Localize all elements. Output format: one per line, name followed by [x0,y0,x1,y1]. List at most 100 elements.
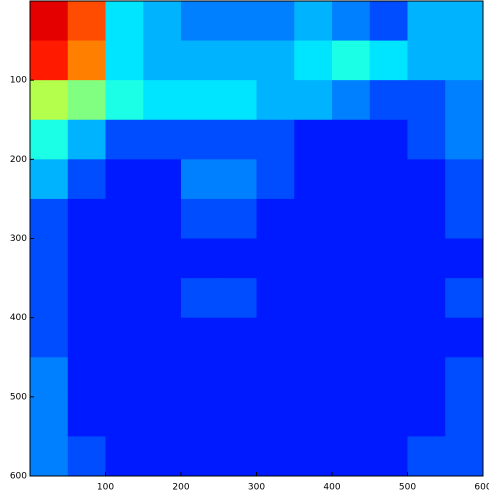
heatmap-cell [256,80,295,121]
heatmap-cell [294,238,333,279]
heatmap-cell [407,119,446,160]
heatmap-cell [407,238,446,279]
heatmap-cell [105,159,144,200]
heatmap-cell [256,40,295,81]
heatmap-cell [105,357,144,398]
heatmap-cell [67,1,106,42]
heatmap-cell [105,80,144,121]
heatmap-cell [67,159,106,200]
y-tick-label: 300 [10,234,27,244]
heatmap-cell [143,436,182,477]
heatmap-cell [105,278,144,319]
heatmap-cell [143,40,182,81]
heatmap-cell [445,1,484,42]
heatmap-cell [181,119,220,160]
heatmap-cell [67,198,106,239]
heatmap-cell [369,317,408,358]
heatmap-cell [181,357,220,398]
heatmap-cell [407,436,446,477]
heatmap-cell [407,278,446,319]
heatmap-cell [369,119,408,160]
heatmap-cell [181,396,220,437]
heatmap-cell [256,1,295,42]
y-tick-label: 400 [10,313,27,323]
heatmap-cell [30,119,69,160]
heatmap-cell [294,198,333,239]
heatmap-cell [294,40,333,81]
heatmap-cell [30,317,69,358]
y-tick-label: 200 [10,155,27,165]
heatmap-cell [218,317,257,358]
heatmap-cell [181,238,220,279]
heatmap-cell [256,357,295,398]
heatmap-cell [218,357,257,398]
x-tick-label: 100 [97,483,114,493]
heatmap-cell [294,119,333,160]
heatmap-cell [181,278,220,319]
heatmap-cell [105,436,144,477]
heatmap-cell [181,436,220,477]
x-tick-label: 600 [474,483,489,493]
heatmap-cell [105,238,144,279]
x-tick-label: 400 [323,483,340,493]
y-tick-label: 600 [10,472,27,482]
heatmap-cell [407,396,446,437]
heatmap-cell [67,357,106,398]
heatmap-cell [369,159,408,200]
heatmap-cell [332,119,371,160]
heatmap-cell [105,40,144,81]
heatmap-cell [143,159,182,200]
heatmap-cell [105,317,144,358]
heatmap-cell [67,396,106,437]
heatmap-cell [181,159,220,200]
heatmap-cell [218,396,257,437]
heatmap-cell [407,159,446,200]
heatmap-cell [256,396,295,437]
heatmap-cell [332,40,371,81]
heatmap-cell [445,119,484,160]
heatmap-cell [294,159,333,200]
heatmap-cell [67,80,106,121]
heatmap-cell [332,357,371,398]
heatmap-cell [407,198,446,239]
heatmap-cell [181,198,220,239]
heatmap-cell [369,396,408,437]
heatmap-cell [256,198,295,239]
heatmap-cell [445,159,484,200]
heatmap-cell [369,238,408,279]
heatmap-cell [332,159,371,200]
heatmap-cell [67,436,106,477]
heatmap-cell [332,436,371,477]
heatmap-cell [143,317,182,358]
heatmap-cell [143,357,182,398]
heatmap-cell [294,357,333,398]
heatmap-cell [256,238,295,279]
heatmap-cell [218,1,257,42]
heatmap-cell [294,436,333,477]
heatmap-cell [218,198,257,239]
heatmap-cell [369,1,408,42]
heatmap-cell [181,1,220,42]
heatmap-cell [256,159,295,200]
heatmap-cell [294,1,333,42]
heatmap-cell [105,119,144,160]
heatmap-cell [218,436,257,477]
heatmap-cell [143,1,182,42]
heatmap-cell [30,40,69,81]
heatmap-cell [30,80,69,121]
heatmap-cell [407,40,446,81]
heatmap-cell [332,198,371,239]
heatmap-cell [369,278,408,319]
heatmap-cell [181,80,220,121]
heatmap-cell [294,317,333,358]
heatmap-cell [143,278,182,319]
heatmap-cell [218,40,257,81]
heatmap-cell [332,80,371,121]
y-tick-label: 100 [10,76,27,86]
heatmap-cells [30,1,484,477]
x-tick-label: 500 [399,483,416,493]
x-tick-label: 200 [172,483,189,493]
heatmap-cell [105,396,144,437]
